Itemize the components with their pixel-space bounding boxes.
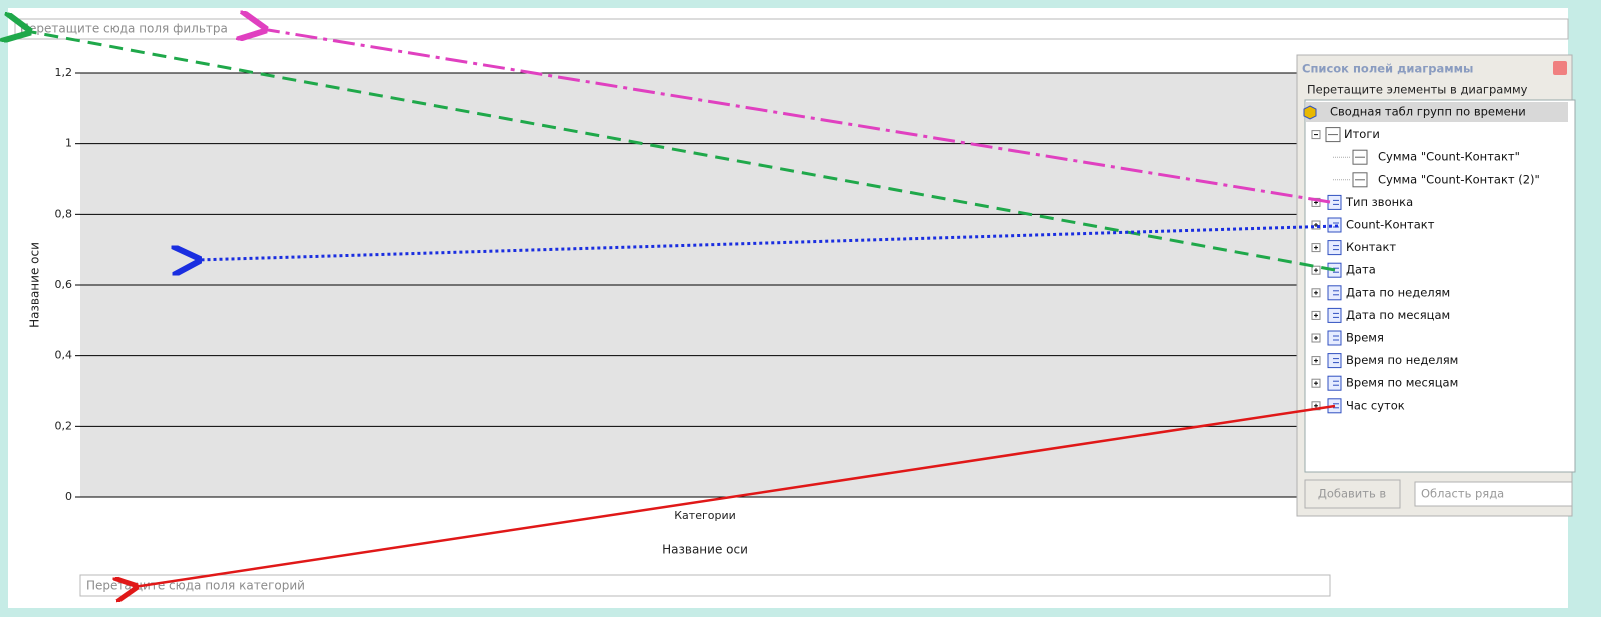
y-tick-label: 0,6 — [55, 278, 73, 291]
field-icon — [1327, 330, 1342, 346]
field-tree — [1304, 99, 1576, 473]
field-item[interactable]: Время по месяцам — [1346, 376, 1458, 390]
add-button-label: Добавить в — [1318, 487, 1387, 501]
total-item: Сумма "Count-Контакт" — [1378, 150, 1520, 164]
field-icon — [1327, 285, 1342, 301]
category-drop-zone[interactable] — [79, 574, 1331, 597]
area-select-label: Область ряда — [1421, 487, 1504, 501]
close-button[interactable] — [1553, 61, 1567, 75]
field-list-panel: Список полей диаграммы Перетащите элемен… — [1296, 54, 1576, 517]
field-item[interactable]: Контакт — [1346, 240, 1396, 254]
total-item: Сумма "Count-Контакт (2)" — [1378, 172, 1540, 186]
tree-root: Сводная табл групп по времени — [1330, 105, 1526, 119]
field-icon — [1327, 353, 1342, 369]
y-axis-title: Название оси — [28, 242, 42, 328]
field-item[interactable]: Время по неделям — [1346, 353, 1458, 367]
field-icon — [1327, 217, 1342, 233]
y-tick-label: 1,2 — [55, 66, 73, 79]
field-item[interactable]: Тип звонка — [1345, 195, 1413, 209]
area-select[interactable] — [1414, 481, 1573, 507]
x-axis-title: Название оси — [662, 543, 748, 557]
field-icon — [1327, 240, 1342, 256]
panel-instruction: Перетащите элементы в диаграмму — [1307, 83, 1528, 97]
filter-drop-zone[interactable] — [14, 18, 1569, 40]
panel-title: Список полей диаграммы — [1302, 62, 1473, 76]
field-item[interactable]: Час суток — [1346, 398, 1405, 412]
category-zone-text: Перетащите сюда поля категорий — [86, 579, 305, 593]
totals-label: Итоги — [1344, 127, 1380, 141]
field-icon — [1327, 307, 1342, 323]
y-tick-label: 1 — [65, 137, 72, 150]
add-button[interactable] — [1304, 479, 1401, 509]
y-tick-label: 0,2 — [55, 419, 73, 432]
annotation-arrows — [26, 29, 1339, 587]
field-item[interactable]: Дата по неделям — [1346, 285, 1450, 299]
y-tick-label: 0 — [65, 490, 72, 503]
pivot-icon — [1303, 105, 1317, 120]
filter-zone-text: Перетащите сюда поля фильтра — [20, 22, 228, 36]
field-item[interactable]: Время — [1346, 331, 1384, 345]
field-item[interactable]: Count-Контакт — [1346, 218, 1435, 232]
y-tick-label: 0,8 — [55, 207, 73, 220]
field-item[interactable]: Дата — [1346, 263, 1376, 277]
field-item[interactable]: Дата по месяцам — [1346, 308, 1450, 322]
field-icon — [1327, 194, 1342, 210]
field-icon — [1327, 375, 1342, 391]
category-label: Категории — [674, 509, 736, 522]
y-tick-label: 0,4 — [55, 349, 73, 362]
